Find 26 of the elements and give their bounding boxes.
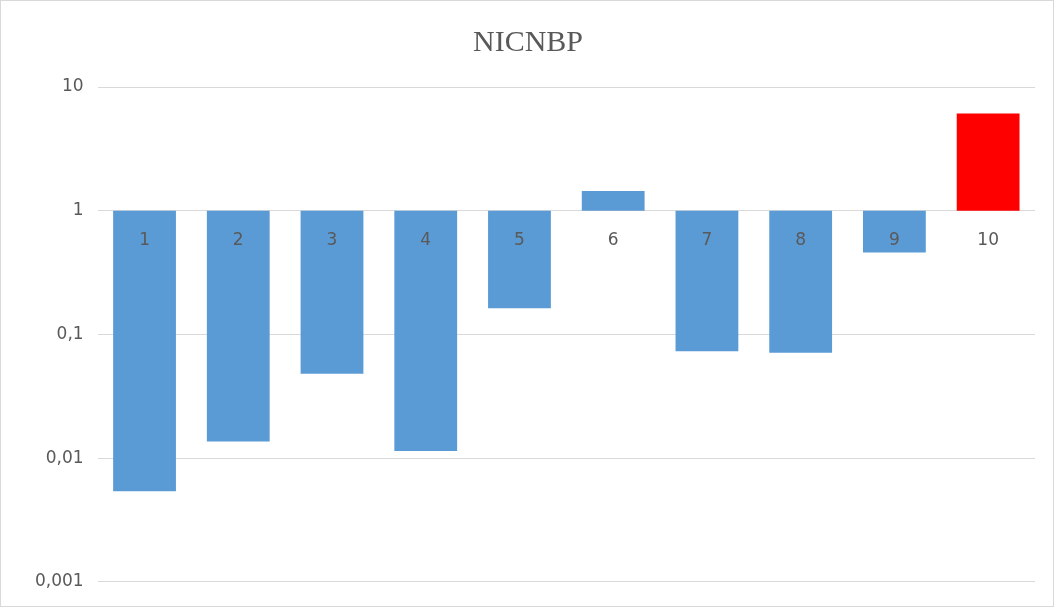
bar — [300, 210, 364, 374]
y-tick-label: 10 — [62, 75, 84, 96]
y-tick-label: 0,1 — [56, 322, 84, 343]
bar — [394, 210, 458, 452]
bar — [113, 210, 176, 492]
bar — [956, 113, 1020, 211]
bar — [206, 210, 270, 442]
y-tick-label: 1 — [72, 199, 84, 220]
x-tick-label: 3 — [326, 228, 338, 249]
bar — [863, 210, 926, 253]
bar — [581, 191, 645, 211]
x-tick-label: 8 — [795, 228, 807, 249]
chart-title: NICNBP — [472, 23, 584, 57]
x-tick-label: 4 — [420, 228, 432, 249]
x-tick-label: 5 — [514, 228, 525, 249]
y-tick-label: 0,01 — [45, 446, 84, 467]
x-tick-label: 7 — [701, 228, 713, 249]
bar — [675, 210, 739, 352]
x-tick-label: 6 — [607, 228, 619, 249]
x-tick-label: 10 — [977, 228, 999, 249]
bar — [488, 210, 551, 309]
x-tick-label: 9 — [888, 228, 900, 249]
x-tick-label: 1 — [139, 228, 150, 249]
bar — [769, 210, 833, 353]
y-tick-label: 0,001 — [35, 570, 84, 591]
x-tick-label: 2 — [232, 228, 244, 249]
